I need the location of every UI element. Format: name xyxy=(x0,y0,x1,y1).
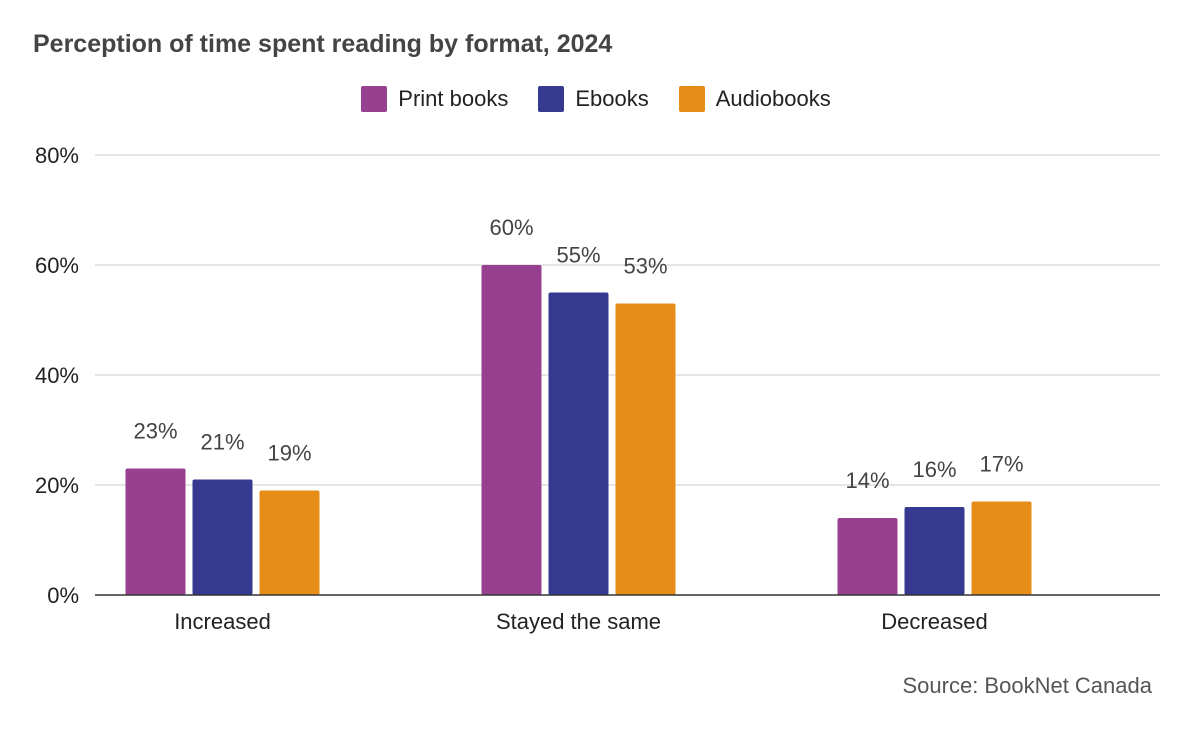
bar xyxy=(971,501,1032,595)
bar xyxy=(615,303,676,595)
legend-swatch-audiobooks xyxy=(678,86,705,112)
y-tick-label: 20% xyxy=(35,473,79,498)
legend-label-audiobooks: Audiobooks xyxy=(715,86,831,111)
legend-label-print-books: Print books xyxy=(398,86,509,111)
x-tick-label: Increased xyxy=(174,609,271,634)
data-label: 21% xyxy=(200,430,244,455)
legend-item-ebooks: Ebooks xyxy=(538,86,649,112)
data-label: 16% xyxy=(912,457,956,482)
bar xyxy=(904,507,965,595)
bar xyxy=(192,479,253,595)
legend-swatch-print-books xyxy=(361,86,388,112)
y-tick-label: 40% xyxy=(35,363,79,388)
data-label: 55% xyxy=(556,243,600,268)
source-note: Source: BookNet Canada xyxy=(902,673,1153,698)
y-tick-label: 0% xyxy=(47,583,79,608)
bar xyxy=(259,490,320,595)
legend-swatch-ebooks xyxy=(538,86,565,112)
data-label: 60% xyxy=(489,215,533,240)
legend-label-ebooks: Ebooks xyxy=(575,86,649,111)
y-tick-label: 60% xyxy=(35,253,79,278)
bar xyxy=(548,292,609,595)
bar xyxy=(481,265,542,595)
chart-title: Perception of time spent reading by form… xyxy=(33,30,613,58)
data-label: 19% xyxy=(267,441,311,466)
x-tick-label: Stayed the same xyxy=(496,609,661,634)
data-label: 17% xyxy=(979,452,1023,477)
data-label: 53% xyxy=(623,254,667,279)
data-label: 23% xyxy=(133,419,177,444)
legend-item-audiobooks: Audiobooks xyxy=(678,86,831,112)
data-label: 14% xyxy=(845,468,889,493)
chart-legend: Print books Ebooks Audiobooks xyxy=(0,86,1192,112)
legend-item-print-books: Print books xyxy=(361,86,508,112)
bar xyxy=(125,468,186,595)
y-tick-label: 80% xyxy=(35,143,79,168)
bar xyxy=(837,518,898,595)
x-tick-label: Decreased xyxy=(881,609,987,634)
